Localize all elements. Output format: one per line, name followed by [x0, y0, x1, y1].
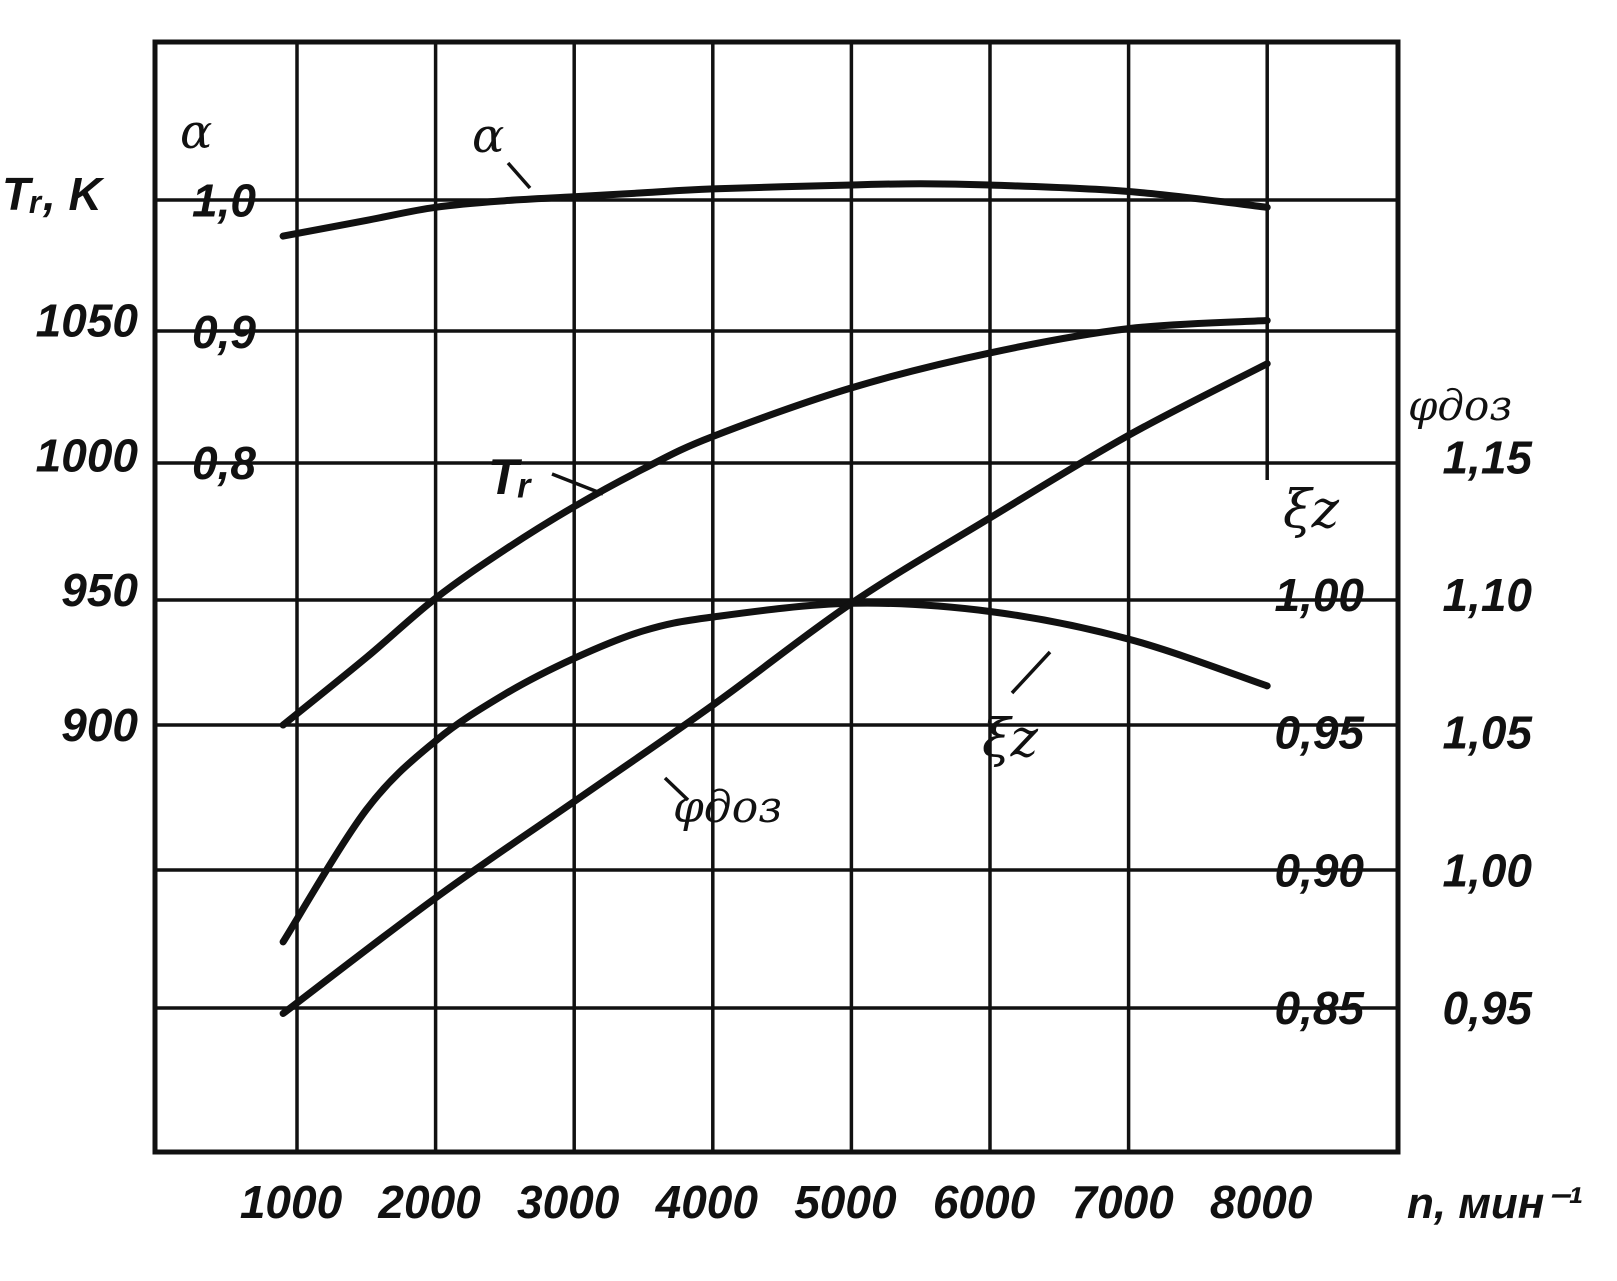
- x-tick-label: 3000: [517, 1176, 620, 1228]
- xi-curve-label: ξz: [982, 709, 1039, 769]
- x-tick-label: 2000: [377, 1176, 481, 1228]
- alpha-curve: [279, 180, 1271, 240]
- x-tick-label: 7000: [1071, 1176, 1174, 1228]
- alpha-axis-label: α: [180, 104, 212, 160]
- tr-tick-label: 900: [61, 699, 138, 751]
- tr-curve: [279, 317, 1271, 729]
- x-tick-label: 5000: [794, 1176, 897, 1228]
- alpha-tick-label: 0,8: [192, 437, 256, 489]
- phi-tick-label: 0,95: [1442, 982, 1533, 1034]
- x-tick-label: 4000: [655, 1176, 759, 1228]
- alpha-curve-leader: [506, 161, 532, 190]
- alpha-tick-label: 1,0: [192, 175, 256, 227]
- xi-curve: [279, 599, 1271, 946]
- tr-curve-leader: [551, 472, 604, 496]
- tr-axis-label: Tᵣ, K: [2, 168, 105, 220]
- x-tick-label: 6000: [933, 1176, 1036, 1228]
- xi-axis-label: ξz: [1283, 480, 1340, 540]
- phi-tick-label: 1,10: [1442, 569, 1532, 621]
- phi-curve-leader: [663, 776, 690, 802]
- phi-axis-label: φдоз: [1408, 381, 1512, 430]
- tr-curve-label: Tᵣ: [488, 449, 533, 505]
- x-tick-label: 1000: [240, 1176, 343, 1228]
- phi-curve-label: φдоз: [673, 782, 782, 833]
- xi-curve-leader: [1010, 650, 1052, 695]
- xi-tick-label: 0,85: [1274, 982, 1365, 1034]
- phi-tick-label: 1,15: [1442, 431, 1533, 483]
- tr-tick-label: 950: [61, 564, 138, 616]
- tr-tick-label: 1050: [36, 294, 139, 346]
- plot-frame: [152, 39, 1401, 1155]
- grid-layer: [155, 42, 1398, 1152]
- phi-tick-label: 1,00: [1442, 844, 1532, 896]
- xi-tick-label: 0,95: [1274, 707, 1365, 759]
- alpha-curve-label: α: [472, 108, 504, 164]
- x-axis-label: n, мин⁻¹: [1407, 1179, 1583, 1228]
- xi-tick-label: 1,00: [1274, 569, 1364, 621]
- phi-curve: [279, 360, 1271, 1017]
- x-tick-label: 8000: [1210, 1176, 1313, 1228]
- phi-tick-label: 1,05: [1442, 707, 1533, 759]
- tr-tick-label: 1000: [36, 429, 139, 481]
- xi-tick-label: 0,90: [1274, 844, 1364, 896]
- tick-layer: 900 950 1000 1050 0,8 0,9 1,0 0,85 0,90 0,95 1,00 0…: [36, 175, 1534, 1228]
- curve-layer: [279, 180, 1271, 1017]
- alpha-tick-label: 0,9: [192, 306, 256, 358]
